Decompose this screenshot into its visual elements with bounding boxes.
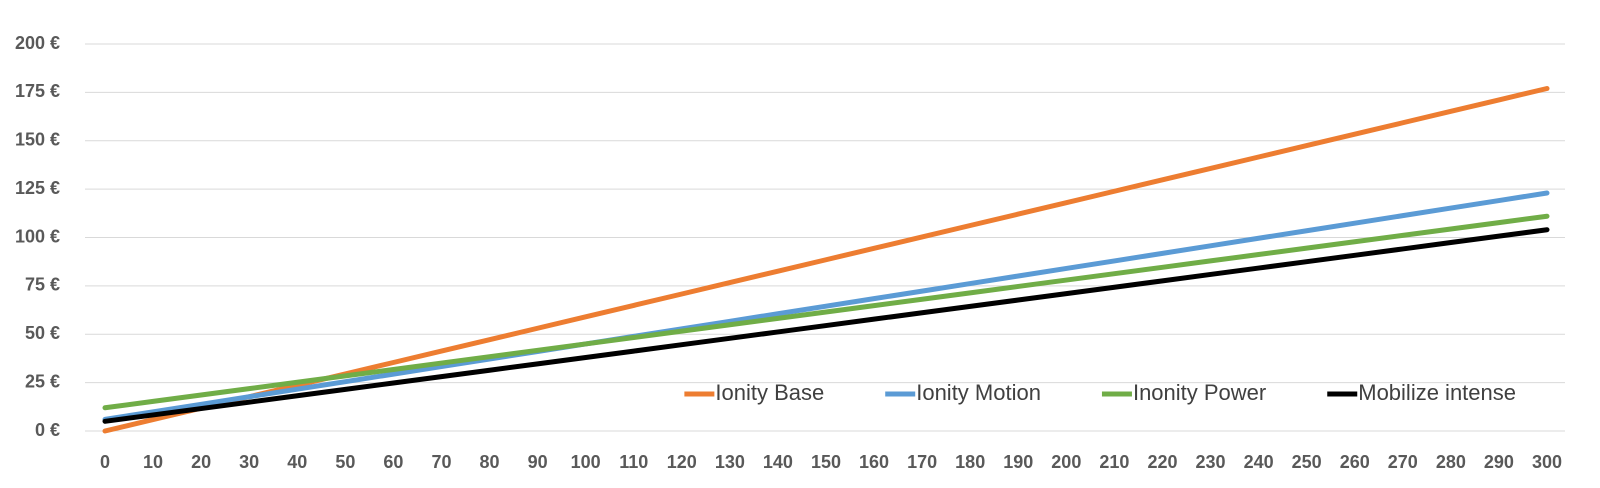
y-tick-label: 0 €: [35, 420, 60, 440]
legend-label: Ionity Motion: [916, 380, 1041, 405]
x-tick-label: 300: [1532, 452, 1562, 472]
x-tick-label: 160: [859, 452, 889, 472]
legend-label: Inonity Power: [1133, 380, 1266, 405]
x-tick-label: 170: [907, 452, 937, 472]
x-tick-label: 80: [480, 452, 500, 472]
x-tick-label: 190: [1003, 452, 1033, 472]
x-tick-label: 180: [955, 452, 985, 472]
x-tick-label: 230: [1196, 452, 1226, 472]
x-tick-label: 140: [763, 452, 793, 472]
series-line: [102, 227, 1550, 424]
x-tick-label: 30: [239, 452, 259, 472]
y-tick-label: 200 €: [15, 33, 60, 53]
x-tick-label: 50: [335, 452, 355, 472]
y-tick-label: 50 €: [25, 323, 60, 343]
x-tick-label: 70: [431, 452, 451, 472]
x-tick-label: 40: [287, 452, 307, 472]
x-tick-label: 150: [811, 452, 841, 472]
x-tick-label: 280: [1436, 452, 1466, 472]
x-tick-label: 260: [1340, 452, 1370, 472]
x-tick-label: 100: [571, 452, 601, 472]
y-tick-label: 150 €: [15, 130, 60, 150]
x-tick-label: 20: [191, 452, 211, 472]
y-tick-label: 175 €: [15, 81, 60, 101]
x-tick-label: 10: [143, 452, 163, 472]
legend-label: Mobilize intense: [1358, 380, 1516, 405]
legend-label: Ionity Base: [715, 380, 824, 405]
x-tick-label: 130: [715, 452, 745, 472]
x-tick-label: 240: [1244, 452, 1274, 472]
x-tick-label: 220: [1147, 452, 1177, 472]
y-tick-label: 100 €: [15, 226, 60, 246]
x-tick-label: 120: [667, 452, 697, 472]
x-tick-label: 110: [619, 452, 648, 472]
x-tick-label: 0: [100, 452, 110, 472]
y-tick-label: 75 €: [25, 275, 60, 295]
x-tick-label: 250: [1292, 452, 1322, 472]
y-tick-label: 125 €: [15, 178, 60, 198]
x-tick-label: 90: [528, 452, 548, 472]
x-tick-label: 200: [1051, 452, 1081, 472]
x-tick-label: 210: [1099, 452, 1129, 472]
x-tick-label: 290: [1484, 452, 1514, 472]
series-line: [102, 213, 1550, 411]
series-line: [102, 190, 1550, 422]
y-tick-label: 25 €: [25, 371, 60, 391]
x-tick-label: 60: [383, 452, 403, 472]
x-tick-label: 270: [1388, 452, 1418, 472]
